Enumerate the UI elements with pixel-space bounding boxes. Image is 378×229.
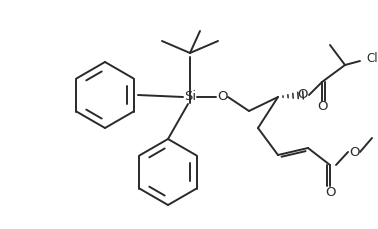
Text: O: O: [349, 145, 359, 158]
Text: Cl: Cl: [366, 52, 378, 65]
Text: O: O: [217, 90, 227, 104]
Text: O: O: [298, 88, 308, 101]
Text: O: O: [317, 101, 327, 114]
Text: O: O: [325, 185, 335, 199]
Text: Si: Si: [184, 90, 196, 104]
